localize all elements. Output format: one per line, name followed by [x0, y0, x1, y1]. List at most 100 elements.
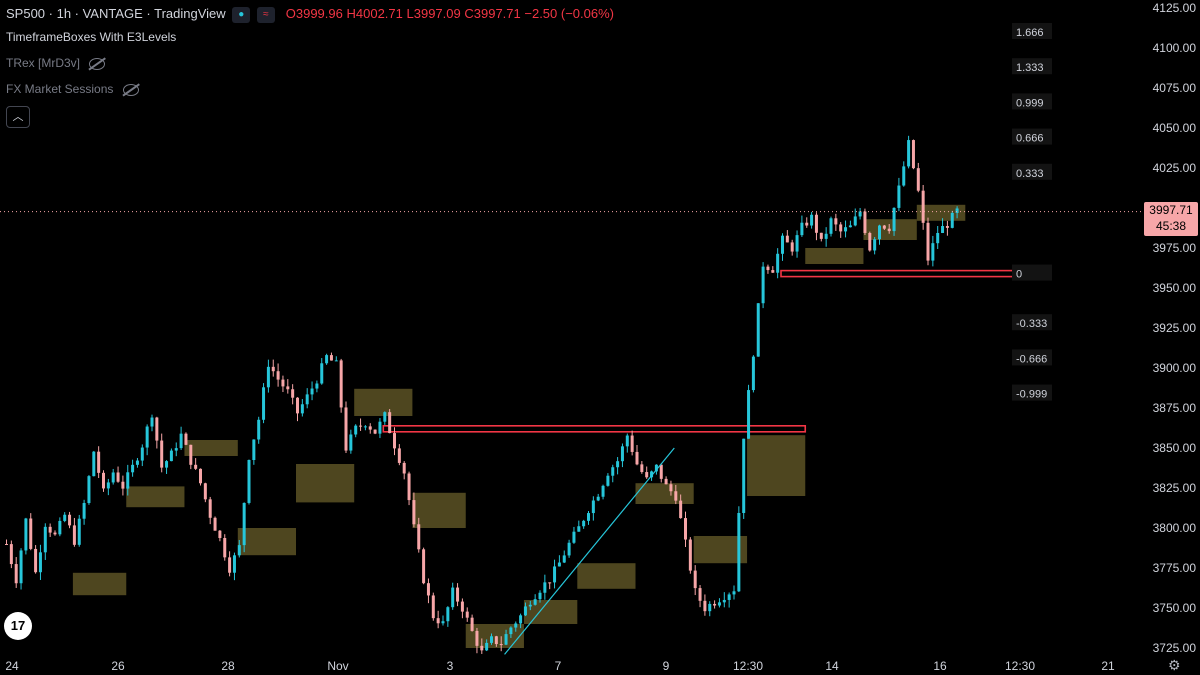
waves-icon[interactable]: ≈: [256, 6, 275, 23]
candle-body: [388, 412, 392, 434]
timeframe-box: [184, 440, 238, 456]
time-tick-label: 21: [1101, 659, 1115, 673]
tradingview-logo[interactable]: 17: [4, 612, 32, 640]
candle-body: [276, 371, 280, 380]
price-tick-label: 3800.00: [1153, 521, 1197, 535]
candle-body: [955, 208, 959, 213]
candle-body: [63, 514, 67, 521]
trend-line-layer[interactable]: [504, 447, 675, 655]
candle-body: [538, 592, 542, 600]
time-axis[interactable]: 24 26 28 Nov 3 7 9 12:30 14 16 12:30 21: [5, 659, 1115, 673]
candle-body: [674, 491, 678, 501]
ohlc-low: L3997.09: [406, 6, 461, 21]
candle-body: [131, 464, 135, 473]
price-tick-label: 3975.00: [1153, 241, 1197, 255]
candle-body: [140, 447, 144, 461]
time-tick-label: 16: [933, 659, 947, 673]
time-tick-label: 12:30: [733, 659, 763, 673]
candle-body: [693, 570, 697, 589]
eye-hidden-icon[interactable]: [89, 57, 106, 70]
price-axis[interactable]: 4125.004100.004075.004050.004025.004000.…: [1153, 1, 1197, 655]
candle-body: [834, 218, 838, 225]
symbol-title[interactable]: SP500 · 1h · VANTAGE · TradingView: [6, 6, 226, 21]
candle-body: [882, 225, 886, 229]
candle-body: [936, 232, 940, 244]
candle-body: [790, 242, 794, 252]
candle-body: [504, 634, 508, 645]
candle-body: [785, 235, 789, 243]
candle-body: [630, 435, 634, 452]
candle-body: [315, 383, 319, 389]
candle-body: [659, 464, 663, 479]
eye-hidden-icon[interactable]: [122, 83, 139, 96]
level-label: 0.333: [1016, 168, 1044, 180]
candle-body: [553, 566, 557, 583]
candle-body: [247, 460, 251, 503]
price-tick-label: 3750.00: [1153, 601, 1197, 615]
candle-body: [29, 518, 33, 549]
candle-body: [329, 355, 333, 361]
candle-body: [349, 434, 353, 451]
level-label-bg: [1012, 349, 1052, 366]
price-tick-label: 3825.00: [1153, 481, 1197, 495]
candle-body: [174, 448, 178, 451]
level-lines: [382, 269, 1034, 433]
indicator-label: TimeframeBoxes With E3Levels: [6, 30, 177, 44]
candle-body: [931, 243, 935, 261]
candle-body: [426, 583, 430, 596]
candle-body: [616, 461, 620, 468]
candle-body: [58, 520, 62, 535]
candle-body: [266, 366, 270, 388]
candle-body: [669, 484, 673, 492]
gear-icon[interactable]: ⚙: [1168, 657, 1181, 673]
candle-body: [169, 450, 173, 462]
candle-body: [460, 601, 464, 612]
candle-body: [310, 388, 314, 395]
candle-body: [902, 166, 906, 186]
candle-body: [373, 429, 377, 434]
level-label-bg: [1012, 264, 1052, 281]
candle-body: [625, 435, 629, 447]
indicator-fx-sessions[interactable]: FX Market Sessions: [6, 82, 139, 96]
level-labels: 1.666 1.333 0.999 0.666 0.333 0 -0.333 -0.666 -0…: [1012, 23, 1052, 401]
candle-body: [557, 562, 561, 567]
time-tick-label: 26: [111, 659, 125, 673]
candle-body: [853, 216, 857, 226]
candle-body: [873, 239, 877, 251]
candle-body: [354, 425, 358, 435]
price-tick-label: 3775.00: [1153, 561, 1197, 575]
indicator-trex[interactable]: TRex [MrD3v]: [6, 56, 106, 70]
candle-body: [543, 582, 547, 593]
candle-body: [165, 461, 169, 468]
indicator-label: TRex [MrD3v]: [6, 56, 81, 70]
indicator-timeframeboxes[interactable]: TimeframeBoxes With E3Levels: [6, 30, 176, 44]
timeframe-box: [465, 624, 524, 648]
trend-line[interactable]: [504, 447, 675, 655]
level-label-bg: [1012, 58, 1052, 75]
candle-body: [717, 602, 721, 606]
candle-body: [577, 526, 581, 532]
candle-body: [591, 500, 595, 514]
market-status-icon[interactable]: ●: [232, 6, 251, 23]
candle-body: [776, 253, 780, 273]
price-tick-label: 4025.00: [1153, 161, 1197, 175]
candle-body: [654, 464, 658, 472]
candle-body: [194, 464, 198, 469]
candle-body: [751, 356, 755, 391]
candle-body: [611, 467, 615, 476]
level-zone: [382, 424, 807, 433]
candle-body: [68, 514, 72, 526]
candle-body: [732, 591, 736, 595]
candle-body: [761, 266, 765, 304]
timeframe-box: [412, 492, 466, 528]
candle-body: [451, 587, 455, 608]
candle-body: [213, 517, 217, 531]
price-tick-label: 4050.00: [1153, 121, 1197, 135]
candle-body: [291, 389, 295, 398]
chevron-up-icon[interactable]: ︿: [6, 106, 30, 128]
candle-body: [640, 464, 644, 473]
candle-body: [863, 211, 867, 233]
candle-body: [703, 600, 707, 612]
price-tick-label: 4075.00: [1153, 81, 1197, 95]
